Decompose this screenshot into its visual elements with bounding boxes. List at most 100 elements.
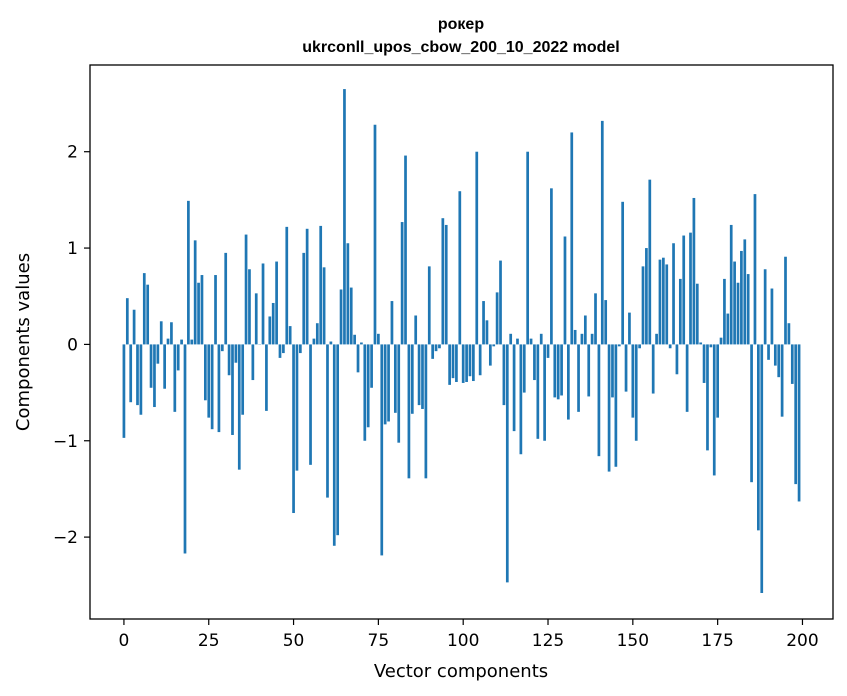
bar: [600, 120, 604, 345]
bar: [295, 344, 299, 471]
bar: [624, 344, 628, 392]
bar: [665, 264, 669, 345]
bar: [261, 263, 265, 345]
bar: [193, 240, 197, 345]
y-tick-label: 1: [67, 239, 78, 259]
bar: [539, 333, 543, 345]
bar: [651, 344, 655, 394]
bar: [363, 344, 367, 441]
bar: [339, 289, 343, 345]
bar: [583, 315, 587, 345]
bar: [509, 333, 513, 345]
bar: [719, 337, 723, 345]
x-tick-label: 150: [617, 631, 649, 651]
bar: [438, 344, 441, 349]
bar: [329, 341, 333, 345]
bar: [499, 260, 502, 345]
bar: [441, 218, 445, 345]
bar: [234, 344, 238, 363]
bar: [760, 344, 764, 593]
chart-title: рокер: [438, 16, 484, 33]
bar: [536, 344, 540, 439]
bar: [662, 257, 665, 345]
bar: [488, 344, 492, 366]
bar: [763, 269, 767, 345]
bar: [125, 298, 129, 345]
bar: [590, 333, 594, 345]
bar: [170, 322, 173, 345]
bar: [414, 315, 418, 345]
bar: [156, 344, 160, 364]
bar: [410, 344, 414, 414]
bar: [315, 323, 319, 345]
bar: [214, 275, 217, 345]
bar: [417, 344, 421, 406]
bar: [132, 309, 136, 345]
bar: [282, 344, 285, 354]
bar: [349, 287, 353, 345]
bar: [492, 344, 496, 347]
bar: [353, 334, 356, 345]
bar: [336, 344, 340, 536]
bar: [773, 344, 777, 366]
bar: [285, 226, 289, 345]
bar: [217, 344, 221, 433]
bar: [346, 243, 350, 345]
bar: [750, 344, 753, 483]
bar: [292, 344, 295, 514]
bar: [645, 248, 648, 345]
bar: [122, 344, 126, 438]
bar: [400, 222, 404, 345]
x-tick-label: 50: [283, 631, 305, 651]
bar: [448, 344, 451, 385]
bar: [360, 342, 363, 345]
bar: [190, 339, 194, 345]
y-tick-label: 2: [67, 143, 78, 163]
bar: [227, 344, 231, 376]
bar: [149, 344, 153, 388]
x-tick-label: 0: [119, 631, 130, 651]
bar: [706, 344, 709, 451]
bar: [692, 197, 696, 345]
bar: [516, 338, 519, 345]
bar: [617, 344, 621, 347]
bar: [655, 333, 658, 345]
bar: [797, 344, 801, 502]
bar: [421, 344, 424, 409]
bar: [455, 344, 458, 382]
x-tick-label: 175: [701, 631, 733, 651]
bar: [794, 344, 798, 485]
bar: [634, 344, 638, 441]
bar: [373, 124, 377, 345]
bar: [390, 301, 394, 345]
bar: [278, 344, 282, 358]
bar: [712, 344, 716, 476]
bar: [604, 300, 608, 345]
bar: [672, 243, 675, 345]
bar: [777, 344, 781, 378]
bar: [288, 326, 292, 345]
bar: [254, 293, 258, 345]
bar: [638, 344, 641, 349]
bar: [729, 224, 733, 345]
bar: [641, 266, 645, 345]
bar: [312, 338, 316, 345]
bar: [265, 344, 268, 411]
bar: [461, 344, 465, 383]
bar: [139, 344, 143, 415]
bar: [200, 275, 204, 345]
y-tick-label: −2: [53, 528, 78, 548]
bar: [180, 339, 183, 345]
bar: [685, 344, 689, 412]
bar: [298, 344, 302, 354]
bar: [187, 200, 190, 345]
bar: [166, 338, 170, 345]
bar: [407, 344, 411, 479]
bar: [628, 312, 631, 345]
bar: [309, 344, 312, 465]
x-axis-label: Vector components: [374, 661, 548, 682]
bar: [387, 344, 390, 422]
bar: [767, 344, 770, 360]
bar: [689, 232, 692, 345]
bar: [757, 344, 760, 531]
